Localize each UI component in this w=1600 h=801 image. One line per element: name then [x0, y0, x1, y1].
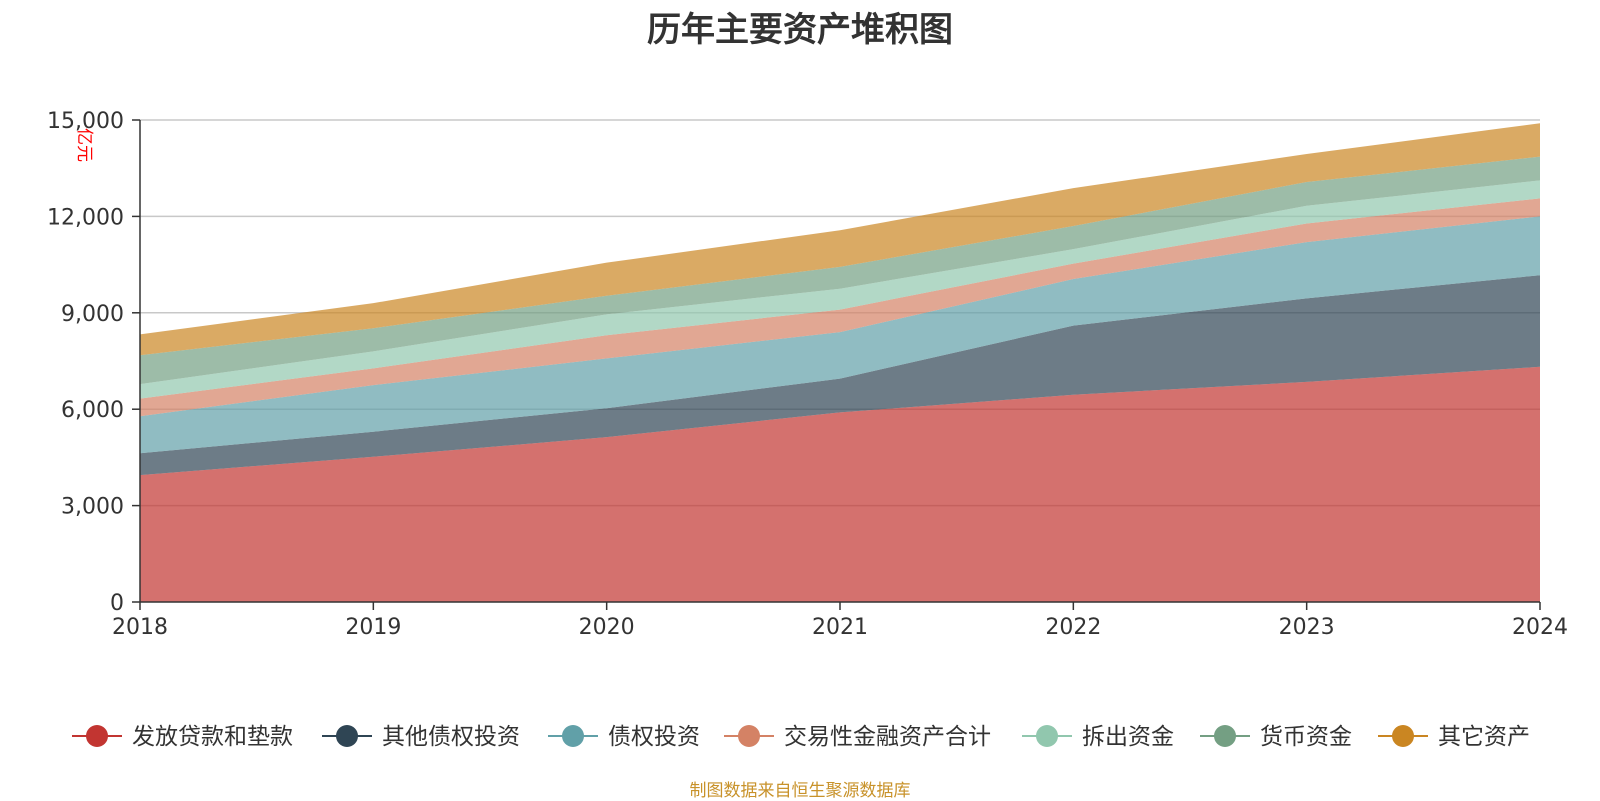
y-tick-label: 0: [110, 591, 124, 616]
area-series-5[interactable]: 拆出资金: [140, 180, 1540, 399]
area-series-7[interactable]: 其它资产: [140, 123, 1540, 356]
y-tick-label: 3,000: [61, 495, 124, 520]
legend-item-7[interactable]: 其它资产: [1378, 724, 1530, 750]
legend-item-5[interactable]: 拆出资金: [1022, 724, 1174, 750]
y-tick-label: 9,000: [61, 302, 124, 327]
legend-label: 拆出资金: [1082, 724, 1174, 750]
area-series-3[interactable]: 债权投资: [140, 216, 1540, 454]
legend-item-6[interactable]: 货币资金: [1200, 724, 1352, 750]
area-series-2[interactable]: 其他债权投资: [140, 275, 1540, 476]
area-series-4[interactable]: 交易性金融资产合计: [140, 198, 1540, 417]
legend-marker: [336, 725, 358, 747]
legend-label: 发放贷款和垫款: [132, 724, 293, 750]
legend-marker: [562, 725, 584, 747]
legend-item-1[interactable]: 发放贷款和垫款: [72, 724, 293, 750]
x-tick-label: 2023: [1279, 615, 1335, 640]
source-note: 制图数据来自恒生聚源数据库: [689, 781, 911, 801]
x-tick-label: 2020: [579, 615, 635, 640]
legend-marker: [1214, 725, 1236, 747]
y-axis-unit-label: 亿元: [74, 128, 94, 162]
legend-item-3[interactable]: 债权投资: [548, 724, 700, 750]
axes: 0 3,000 6,000 9,000 12,000 15,000 2018 2019 2020…: [47, 109, 1568, 640]
legend-marker: [1392, 725, 1414, 747]
chart-title: 历年主要资产堆积图: [647, 10, 953, 50]
area-series-1[interactable]: 发放贷款和垫款: [140, 366, 1540, 602]
legend-label: 货币资金: [1260, 724, 1352, 750]
legend: 发放贷款和垫款 其他债权投资 债权投资 交易性金融资产合计 拆出资金 货币资金 其它资产: [72, 724, 1530, 750]
x-tick-label: 2021: [812, 615, 868, 640]
legend-marker: [738, 725, 760, 747]
x-tick-label: 2018: [112, 615, 168, 640]
legend-marker: [86, 725, 108, 747]
legend-item-4[interactable]: 交易性金融资产合计: [724, 724, 991, 750]
legend-label: 其他债权投资: [382, 724, 520, 750]
legend-item-2[interactable]: 其他债权投资: [322, 724, 520, 750]
y-tick-label: 6,000: [61, 398, 124, 423]
legend-label: 其它资产: [1438, 724, 1530, 750]
legend-label: 债权投资: [608, 724, 700, 750]
x-tick-label: 2019: [345, 615, 401, 640]
y-tick-label: 15,000: [47, 109, 124, 134]
x-tick-label: 2022: [1045, 615, 1101, 640]
x-tick-label: 2024: [1512, 615, 1568, 640]
legend-marker: [1036, 725, 1058, 747]
legend-label: 交易性金融资产合计: [784, 724, 991, 750]
y-tick-label: 12,000: [47, 205, 124, 230]
area-series-6[interactable]: 货币资金: [140, 156, 1540, 385]
